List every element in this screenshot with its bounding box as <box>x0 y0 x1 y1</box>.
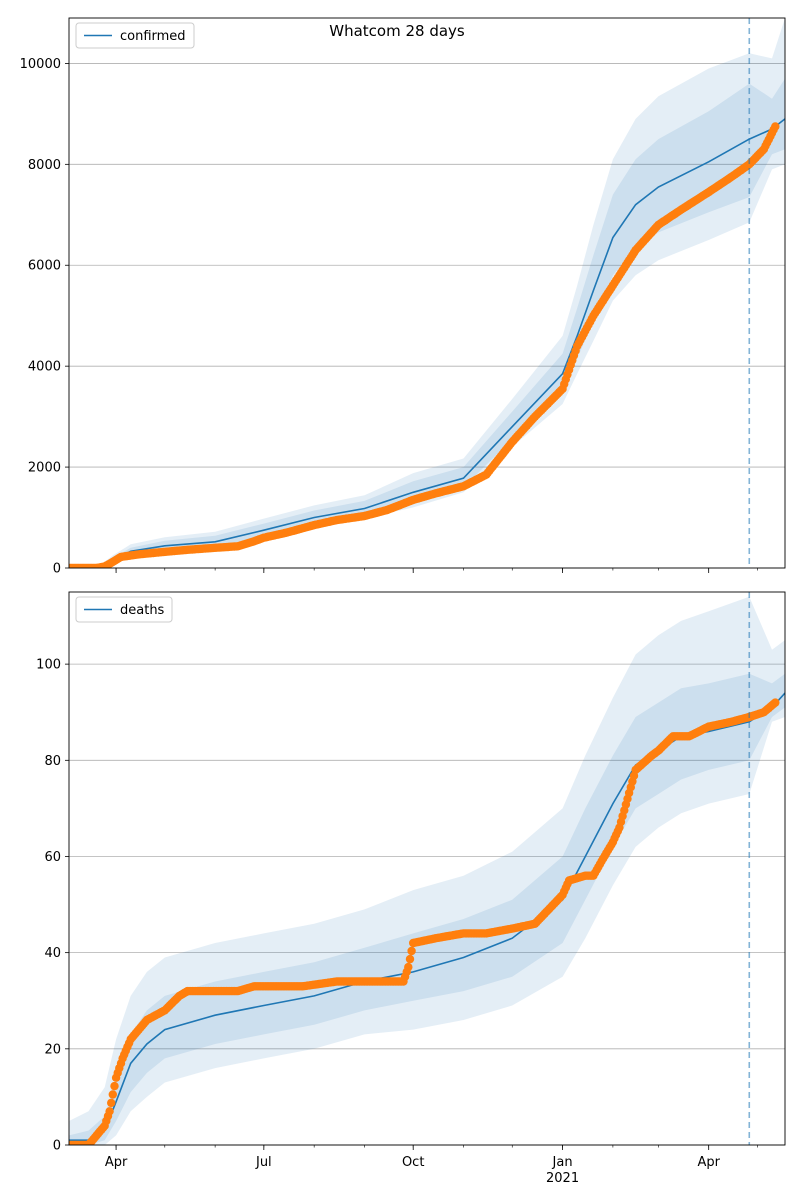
y-tick-label-5: 10000 <box>20 57 61 72</box>
observed-points <box>69 698 780 1145</box>
y-tick-label-3: 60 <box>44 850 61 865</box>
y-tick-label-1: 20 <box>44 1042 61 1057</box>
y-tick-label-3: 6000 <box>28 259 61 274</box>
y-tick-label-1: 2000 <box>28 461 61 476</box>
y-tick-label-4: 8000 <box>28 158 61 173</box>
observed-points <box>69 122 780 568</box>
uncertainty-band-0 <box>69 18 785 568</box>
x-tick-label-4: Apr <box>697 1155 720 1170</box>
y-tick-label-4: 80 <box>44 754 61 769</box>
observed-point <box>108 1090 118 1099</box>
legend-label: confirmed <box>120 29 186 44</box>
legend-label: deaths <box>120 603 165 618</box>
x-tick-label-0: Apr <box>105 1155 128 1170</box>
plot-area <box>69 18 785 568</box>
legend-box <box>75 22 195 49</box>
axes-frame <box>68 591 786 1146</box>
observed-point <box>404 962 413 972</box>
y-tick-label-0: 0 <box>53 562 61 577</box>
observed-point <box>107 1098 116 1108</box>
legend-deaths: deaths <box>75 596 173 623</box>
axes-frame <box>68 17 786 569</box>
x-tick-label-3: Jan <box>552 1155 573 1170</box>
x-tick-label-1: Jul <box>255 1155 272 1170</box>
y-tick-label-0: 0 <box>53 1139 61 1154</box>
observed-point <box>405 954 415 964</box>
y-tick-label-2: 4000 <box>28 360 61 375</box>
x-tick-label-2: Oct <box>402 1155 424 1170</box>
legend-box <box>75 596 173 623</box>
uncertainty-band-1 <box>69 673 785 1145</box>
legend-confirmed: confirmed <box>75 22 195 49</box>
observed-point <box>771 698 780 707</box>
uncertainty-band-1 <box>69 78 785 568</box>
deaths-panel: 0 20 40 60 80 100 deaths <box>36 591 786 1154</box>
y-tick-label-5: 100 <box>36 658 61 673</box>
confirmed-panel: 0 2000 4000 6000 8000 10000 confirmed <box>20 17 786 577</box>
y-tick-label-2: 40 <box>44 946 61 961</box>
x-axis: Apr Jul Oct Jan Apr 2021 <box>105 1155 721 1186</box>
observed-point <box>771 122 780 131</box>
observed-point <box>110 1081 119 1091</box>
plot-area <box>69 596 785 1145</box>
uncertainty-band-0 <box>69 596 785 1145</box>
observed-point <box>407 946 416 956</box>
x-year-label: 2021 <box>546 1171 579 1186</box>
observed-point <box>105 1107 114 1116</box>
figure-title: Whatcom 28 days <box>329 22 465 40</box>
